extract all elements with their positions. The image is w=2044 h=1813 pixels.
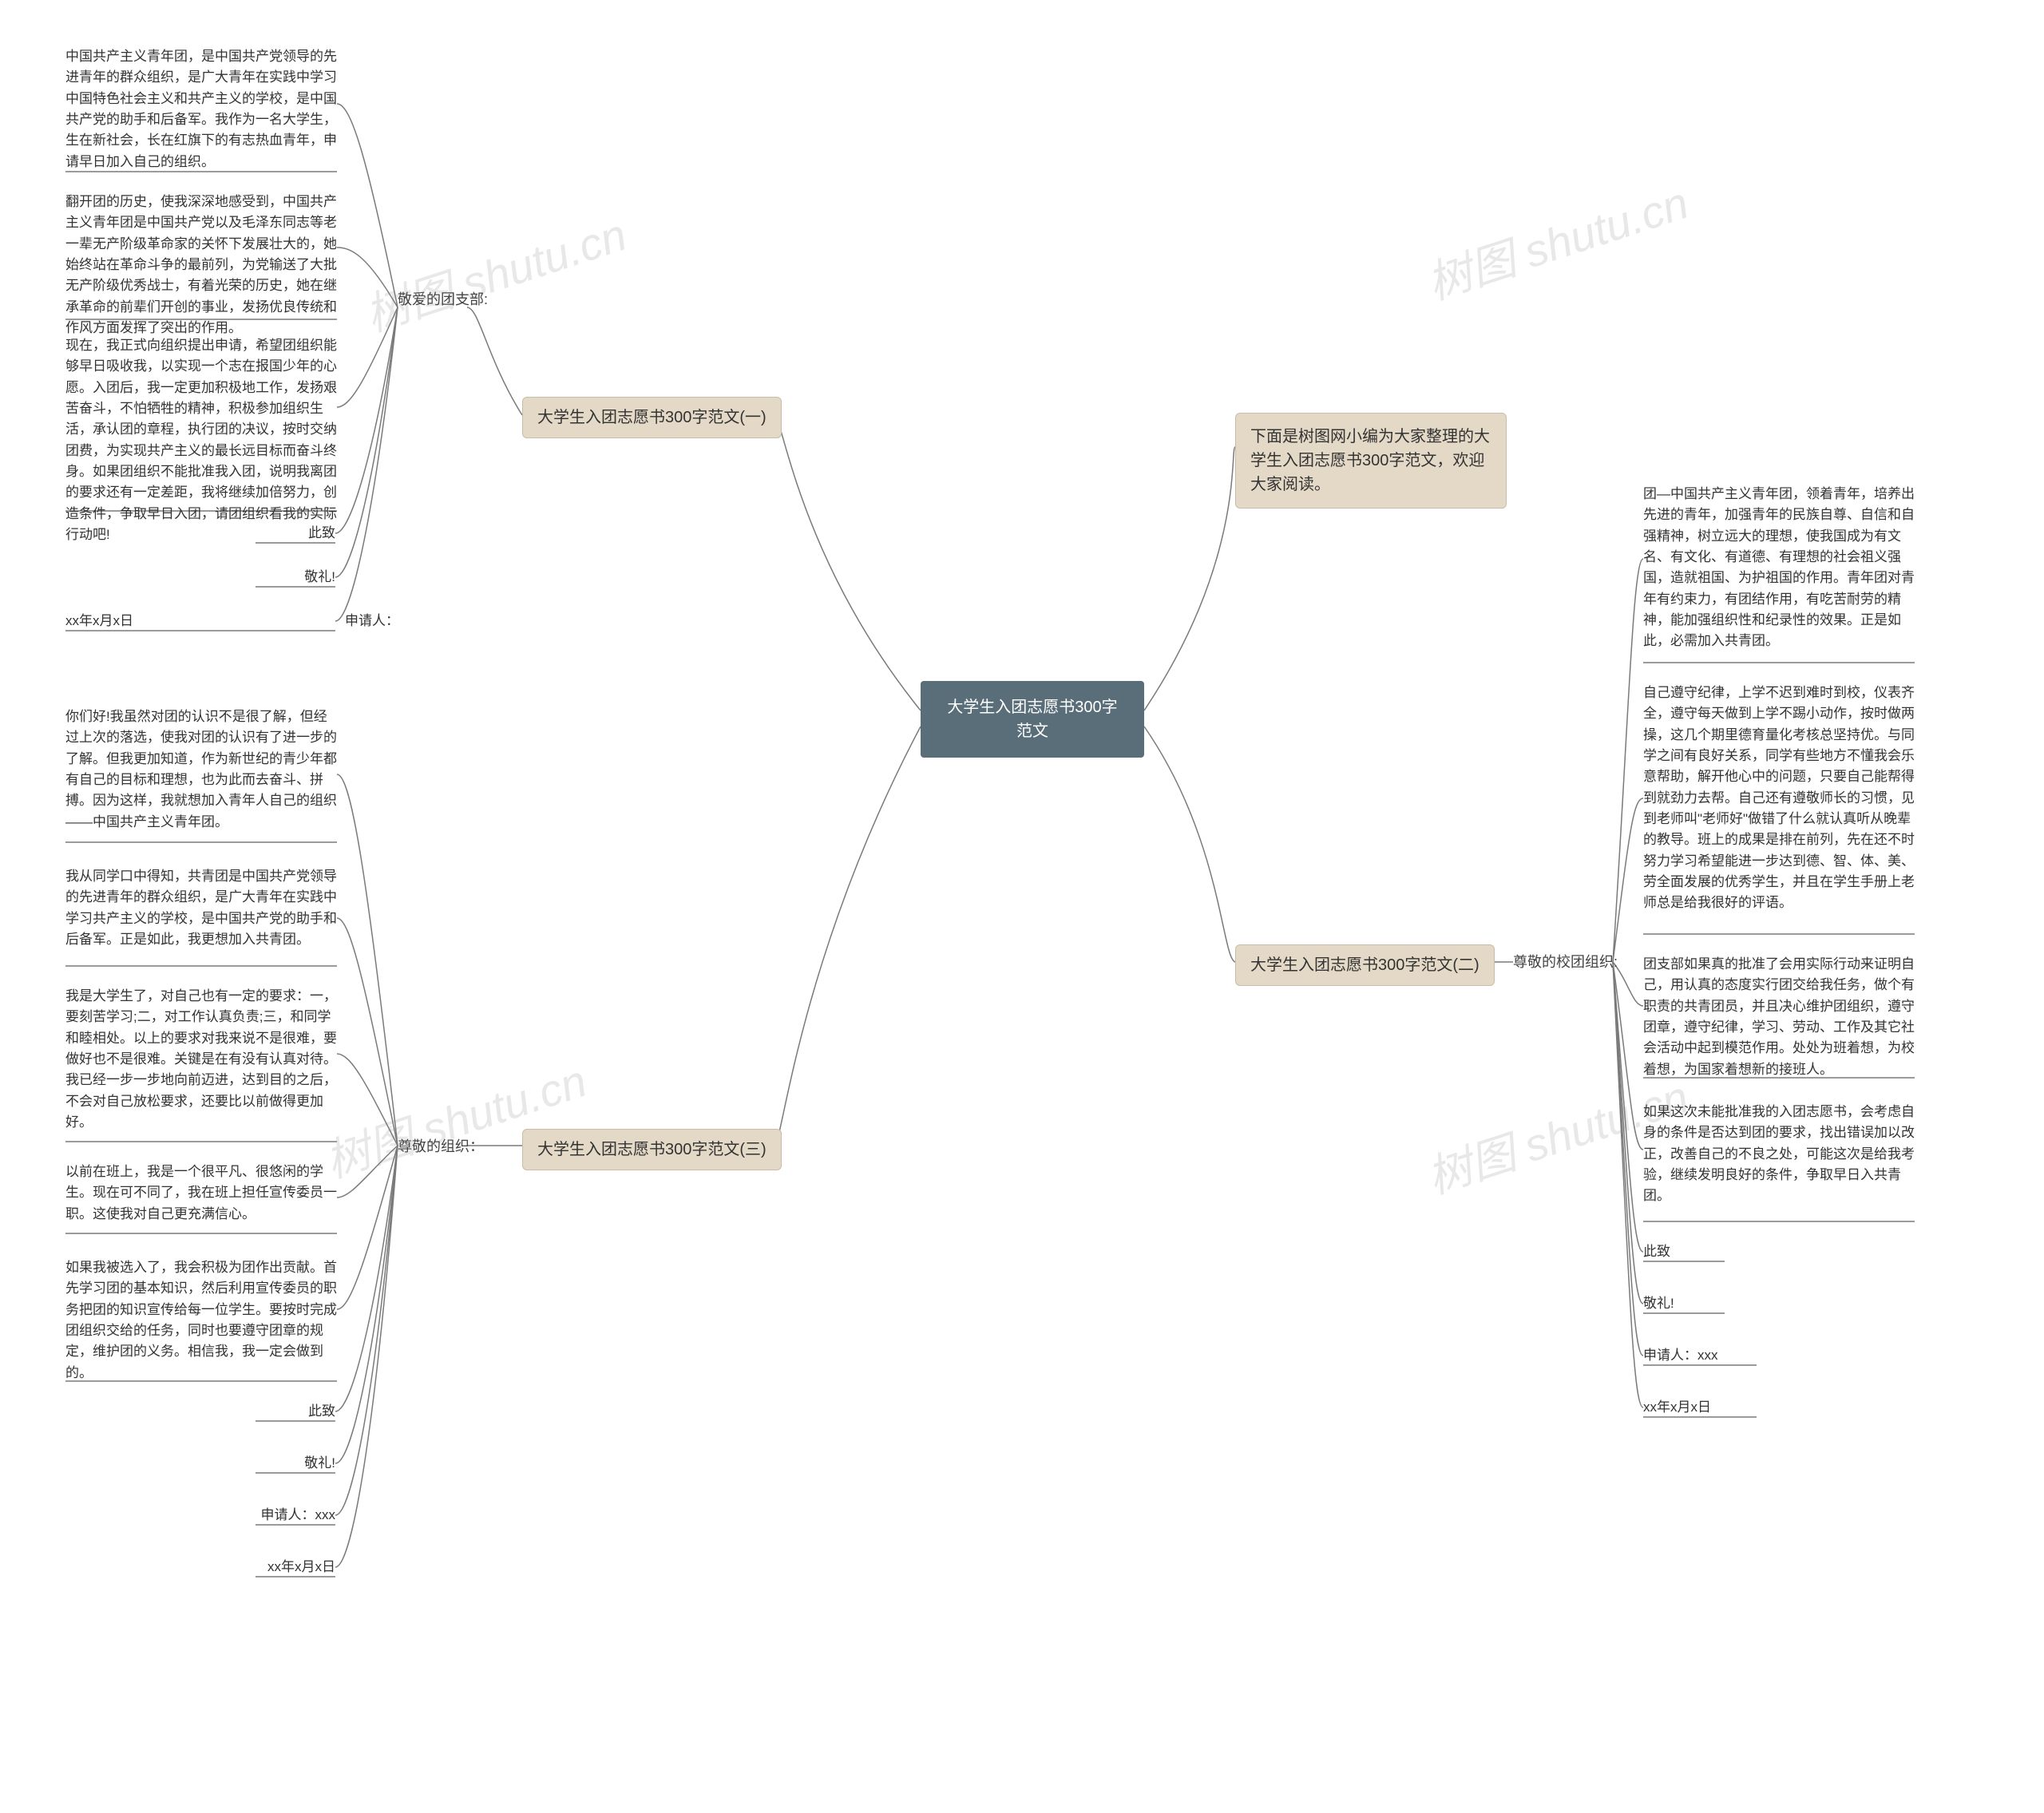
branch-3-label: 尊敬的组织： [398, 1136, 484, 1158]
watermark: 树图 shutu.cn [356, 200, 634, 345]
branch-3-leaf: 以前在班上，我是一个很平凡、很悠闲的学生。现在可不同了，我在班上担任宣传委员一职… [65, 1162, 337, 1225]
branch-2-label: 尊敬的校团组织: [1513, 952, 1618, 973]
branch-2-leaf: 此致 [1643, 1241, 1803, 1262]
branch-3-title[interactable]: 大学生入团志愿书300字范文(三) [522, 1129, 782, 1170]
branch-1-leaf: 中国共产主义青年团，是中国共产党领导的先进青年的群众组织，是广大青年在实践中学习… [65, 46, 337, 172]
branch-3-leaf: 我从同学口中得知，共青团是中国共产党领导的先进青年的群众组织，是广大青年在实践中… [65, 866, 337, 950]
branch-1-label: 敬爱的团支部: [398, 289, 488, 311]
branch-2-leaf: 申请人：xxx [1643, 1345, 1803, 1366]
branch-3-leaf: 敬礼! [240, 1453, 335, 1474]
branch-2-leaf: 自己遵守纪律，上学不迟到难时到校，仪表齐全，遵守每天做到上学不踢小动作，按时做两… [1643, 683, 1915, 914]
branch-3-leaf: 申请人：xxx [240, 1505, 335, 1526]
branch-1-leaf: 现在，我正式向组织提出申请，希望团组织能够早日吸收我，以实现一个志在报国少年的心… [65, 335, 337, 545]
branch-1-title[interactable]: 大学生入团志愿书300字范文(一) [522, 397, 782, 438]
branch-3-leaf: 我是大学生了，对自己也有一定的要求：一，要刻苦学习;二，对工作认真负责;三，和同… [65, 986, 337, 1133]
branch-1-leaf: 翻开团的历史，使我深深地感受到，中国共产主义青年团是中国共产党以及毛泽东同志等老… [65, 192, 337, 338]
watermark: 树图 shutu.cn [1418, 168, 1696, 313]
branch-2-title[interactable]: 大学生入团志愿书300字范文(二) [1235, 944, 1495, 986]
branch-3-leaf: 如果我被选入了，我会积极为团作出贡献。首先学习团的基本知识，然后利用宣传委员的职… [65, 1257, 337, 1384]
branch-2-leaf: 团支部如果真的批准了会用实际行动来证明自己，用认真的态度实行团交给我任务，做个有… [1643, 954, 1915, 1080]
branch-1-leaf: 此致 [240, 523, 335, 544]
branch-2-leaf: 团—中国共产主义青年团，领着青年，培养出先进的青年，加强青年的民族自尊、自信和自… [1643, 484, 1915, 652]
branch-3-leaf: 此致 [240, 1401, 335, 1422]
branch-1-leaf: 敬礼! [240, 567, 335, 588]
branch-1-leaf: 申请人： [240, 611, 399, 631]
root-node[interactable]: 大学生入团志愿书300字范文 [921, 681, 1144, 758]
branch-2-leaf: xx年x月x日 [1643, 1397, 1803, 1418]
intro-node[interactable]: 下面是树图网小编为大家整理的大学生入团志愿书300字范文，欢迎大家阅读。 [1235, 413, 1507, 509]
branch-2-leaf: 敬礼! [1643, 1293, 1803, 1314]
branch-3-leaf: xx年x月x日 [240, 1557, 335, 1577]
branch-2-leaf: 如果这次未能批准我的入团志愿书，会考虑自身的条件是否达到团的要求，找出错误加以改… [1643, 1102, 1915, 1207]
branch-1-leaf: xx年x月x日 [65, 611, 225, 631]
branch-3-leaf: 你们好!我虽然对团的认识不是很了解，但经过上次的落选，使我对团的认识有了进一步的… [65, 707, 337, 833]
